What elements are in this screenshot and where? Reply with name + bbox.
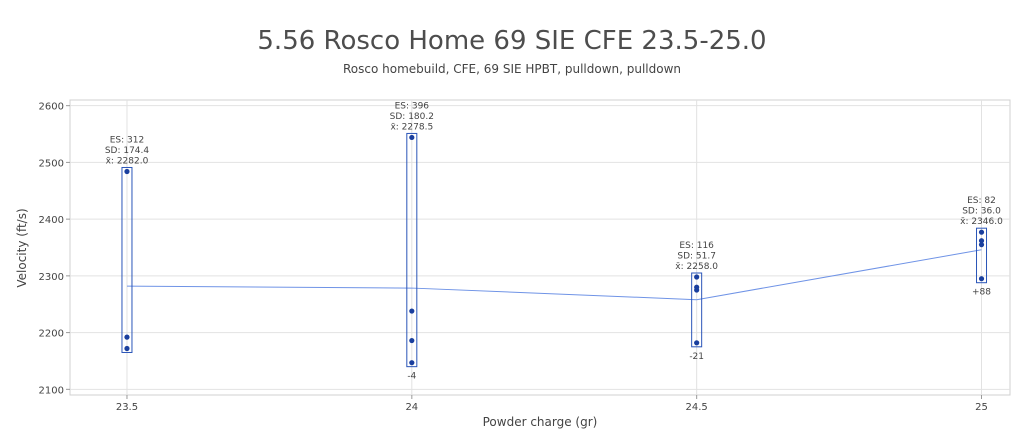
velocity-point: [124, 334, 130, 340]
x-axis-label: Powder charge (gr): [483, 415, 598, 429]
spread-box: [406, 132, 418, 368]
x-tick-label: 24: [405, 402, 418, 413]
x-tick-label: 24.5: [686, 402, 708, 413]
stat-label: x̄: 2346.0: [960, 217, 1003, 227]
y-axis-label: Velocity (ft/s): [15, 208, 29, 287]
stat-label: SD: 51.7: [677, 252, 716, 262]
velocity-point: [694, 274, 700, 280]
mean-velocity-line: [126, 249, 982, 301]
velocity-point: [978, 238, 985, 244]
velocity-point: [694, 340, 700, 346]
stat-label: SD: 174.4: [105, 146, 150, 156]
velocity-point: [978, 242, 985, 248]
x-tick-label: 25: [975, 402, 988, 413]
stat-label: SD: 180.2: [390, 112, 434, 122]
plot-area-border: [69, 99, 1011, 396]
stat-label: x̄: 2282.0: [106, 156, 149, 166]
stat-label: ES: 396: [395, 101, 430, 111]
y-tick-label: 2300: [39, 272, 64, 283]
delta-label: -21: [689, 352, 704, 362]
velocity-point: [694, 287, 700, 293]
stat-label: x̄: 2258.0: [675, 262, 718, 272]
delta-label: +88: [972, 288, 991, 298]
velocity-point: [124, 168, 130, 175]
velocity-point: [978, 229, 985, 235]
velocity-point: [409, 360, 415, 366]
spread-box: [976, 227, 988, 284]
velocity-point: [409, 337, 415, 344]
stat-label: x̄: 2278.5: [390, 122, 433, 132]
y-tick-label: 2400: [39, 215, 64, 226]
y-tick-label: 2600: [39, 102, 64, 113]
stat-label: ES: 312: [110, 135, 144, 145]
spread-box: [121, 166, 133, 353]
y-tick-label: 2200: [39, 329, 64, 340]
velocity-point: [978, 276, 985, 282]
y-tick-label: 2500: [39, 158, 64, 169]
stat-label: SD: 36.0: [962, 207, 1001, 217]
velocity-point: [409, 308, 415, 314]
spread-box: [691, 272, 703, 348]
velocity-point: [409, 134, 415, 141]
x-tick-labels: 23.5 24 24.5 25: [116, 402, 988, 413]
stat-label: ES: 116: [679, 241, 714, 251]
x-tick-label: 23.5: [116, 402, 138, 413]
stat-label: ES: 82: [967, 196, 996, 206]
velocity-point: [124, 345, 130, 352]
grid-lines: [66, 100, 1010, 399]
chart-subtitle: Rosco homebuild, CFE, 69 SIE HPBT, pulld…: [342, 62, 682, 76]
delta-label: -4: [407, 372, 416, 382]
y-tick-label: 2100: [39, 385, 64, 396]
y-tick-labels: 2100 2200 2300 2400 2500 2600: [39, 102, 64, 397]
chart-title: 5.56 Rosco Home 69 SIE CFE 23.5-25.0: [257, 26, 767, 56]
